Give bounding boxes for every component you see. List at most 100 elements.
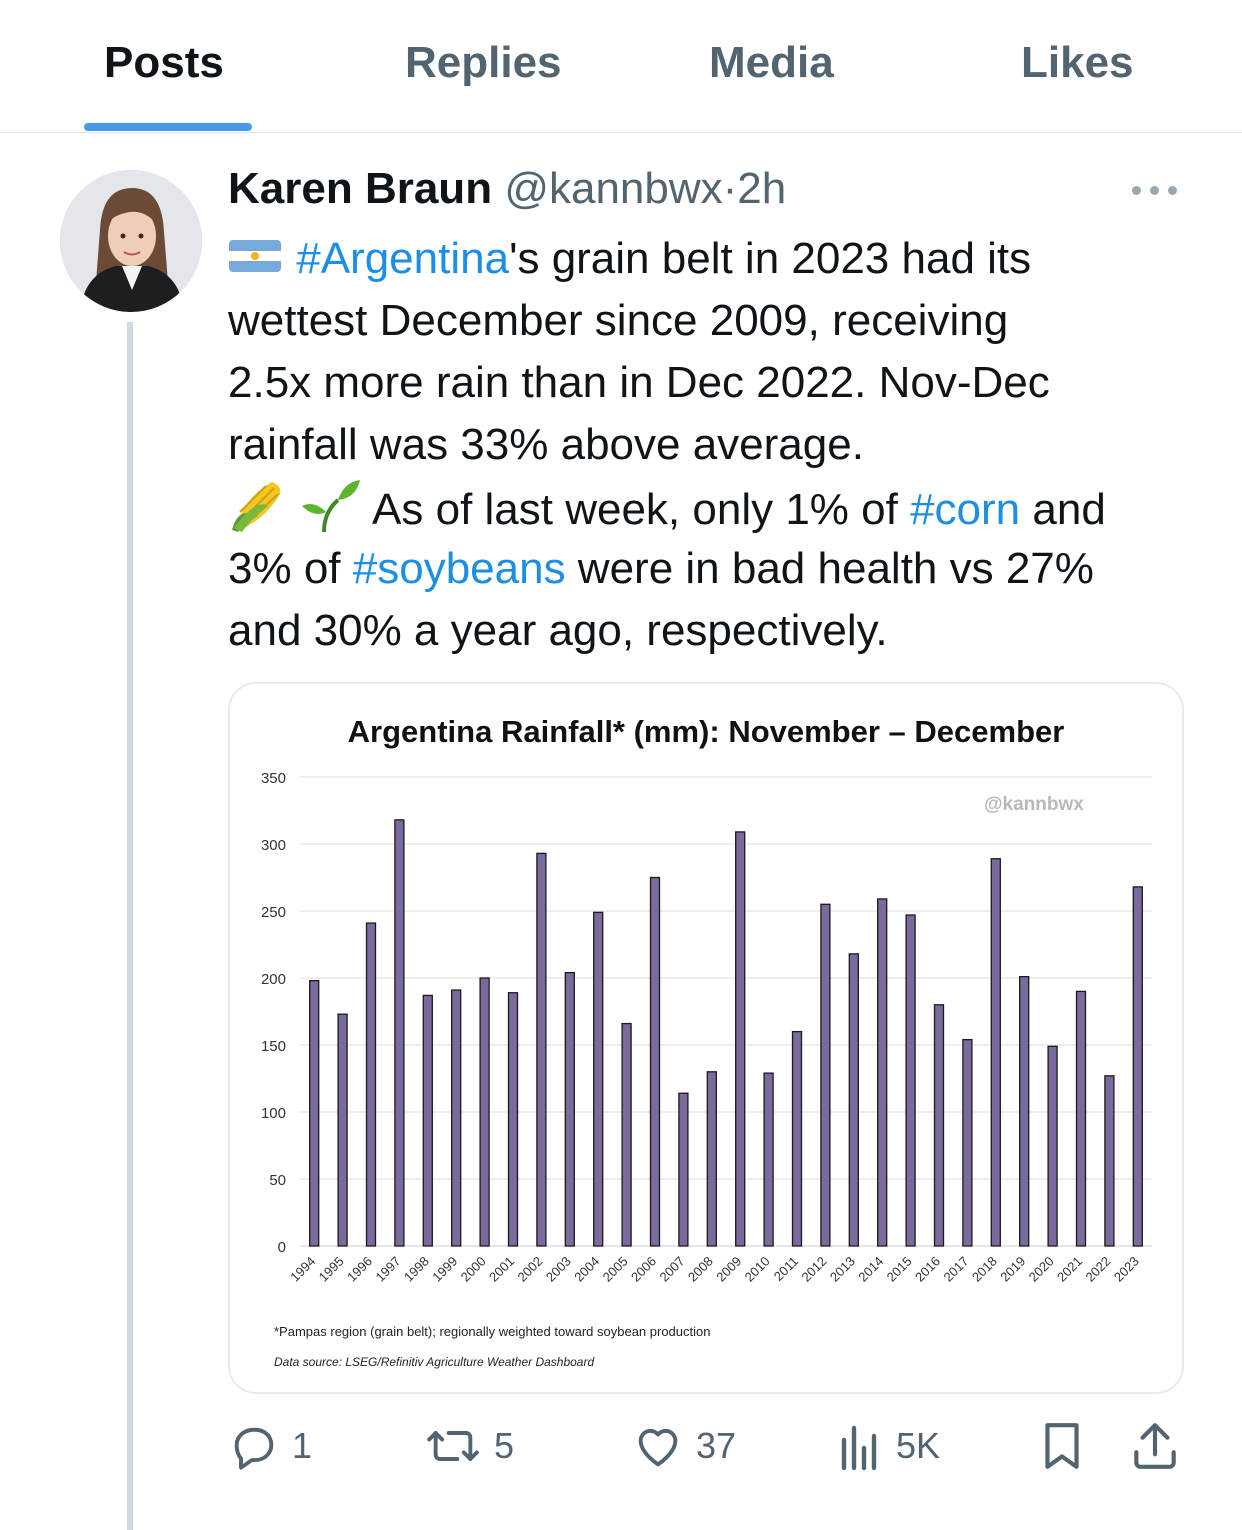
- hashtag-corn[interactable]: #corn: [910, 485, 1021, 535]
- post-header: Karen Braun @kannbwx·2h: [228, 164, 786, 214]
- x-tick-label: 2001: [486, 1254, 517, 1285]
- bar-2016: [933, 1004, 945, 1247]
- x-tick-label: 1996: [344, 1254, 375, 1285]
- bar-1997: [394, 819, 405, 1247]
- text-line-5b: and: [1020, 485, 1106, 535]
- avatar-image: [60, 170, 202, 312]
- bar-2015: [905, 914, 916, 1247]
- x-tick-label: 1998: [401, 1254, 432, 1285]
- like-button[interactable]: 37: [632, 1418, 736, 1474]
- active-tab-indicator: [84, 123, 252, 131]
- bar-2004: [593, 911, 604, 1247]
- y-tick-label: 300: [261, 837, 286, 854]
- text-line-1: 's grain belt in 2023 had its: [509, 234, 1032, 283]
- views-button[interactable]: 5K: [836, 1418, 940, 1474]
- bar-2001: [507, 992, 519, 1247]
- bar-2019: [1019, 976, 1030, 1247]
- tab-media[interactable]: Media: [709, 38, 834, 87]
- bar-2003: [564, 971, 575, 1247]
- avatar[interactable]: [60, 170, 202, 312]
- x-tick-label: 2014: [855, 1254, 886, 1285]
- author-name[interactable]: Karen Braun: [228, 164, 493, 213]
- repost-button[interactable]: 5: [424, 1418, 514, 1474]
- bar-1998: [422, 994, 433, 1247]
- bar-1999: [451, 989, 462, 1247]
- thread-line: [127, 322, 133, 1530]
- reply-icon: [234, 1427, 274, 1470]
- x-tick-label: 2005: [600, 1254, 631, 1285]
- bookmark-icon: [1045, 1423, 1079, 1469]
- x-tick-label: 2020: [1026, 1254, 1057, 1285]
- profile-tabs: Posts Replies Media Likes: [0, 0, 1242, 133]
- chart-watermark: @kannbwx: [984, 794, 1084, 815]
- bar-2013: [848, 953, 859, 1247]
- hashtag-argentina[interactable]: #Argentina: [296, 234, 510, 283]
- x-tick-label: 2018: [969, 1254, 1000, 1285]
- y-tick-label: 100: [261, 1105, 286, 1122]
- bar-2010: [763, 1072, 774, 1247]
- bar-2018: [990, 858, 1001, 1247]
- argentina-flag-icon: [228, 230, 284, 292]
- rainfall-chart: 0501001502002503003501994199519961997199…: [261, 770, 1152, 1285]
- bar-1996: [365, 922, 377, 1247]
- bar-2021: [1075, 990, 1087, 1247]
- x-tick-label: 2003: [543, 1254, 574, 1285]
- bar-2017: [962, 1038, 973, 1247]
- bookmark-button[interactable]: [1038, 1418, 1086, 1474]
- bar-2014: [877, 898, 888, 1247]
- x-tick-label: 2012: [798, 1254, 829, 1285]
- text-line-3: 2.5x more rain than in Dec 2022. Nov-Dec: [228, 358, 1050, 407]
- share-button[interactable]: [1130, 1418, 1180, 1474]
- bar-1995: [337, 1013, 348, 1247]
- seedling-icon: [300, 476, 362, 549]
- views-count: 5K: [896, 1425, 941, 1466]
- more-options-icon[interactable]: [1130, 176, 1180, 206]
- x-tick-label: 2006: [628, 1254, 659, 1285]
- y-tick-label: 250: [261, 904, 286, 921]
- repost-count: 5: [494, 1425, 515, 1466]
- x-tick-label: 2023: [1111, 1254, 1142, 1285]
- bar-2000: [479, 977, 490, 1247]
- text-line-7: and 30% a year ago, respectively.: [228, 606, 888, 655]
- media-card[interactable]: 0 50 100 150 200 250 300 350 1994 1995 1996 1997 199…: [228, 682, 1184, 1394]
- y-tick-label: 200: [261, 971, 286, 988]
- reply-button[interactable]: 1: [228, 1418, 312, 1474]
- bar-2012: [820, 903, 831, 1247]
- tab-posts[interactable]: Posts: [104, 38, 224, 87]
- x-tick-label: 2013: [827, 1254, 858, 1285]
- like-count: 37: [696, 1425, 737, 1466]
- bar-2005: [621, 1022, 632, 1247]
- hashtag-soybeans[interactable]: #soybeans: [352, 544, 566, 593]
- x-tick-label: 2022: [1082, 1254, 1113, 1285]
- chart-datasource: Data source: LSEG/Refinitiv Agriculture …: [274, 1355, 595, 1369]
- post-time[interactable]: 2h: [737, 164, 787, 213]
- text-line-5a: As of last week, only 1% of: [362, 485, 911, 535]
- bar-2011: [791, 1030, 803, 1247]
- y-tick-label: 50: [269, 1172, 286, 1189]
- bar-1994: [309, 980, 320, 1247]
- heart-icon: [638, 1428, 678, 1467]
- x-tick-label: 2002: [514, 1254, 545, 1285]
- y-tick-label: 350: [261, 770, 286, 787]
- x-tick-label: 2008: [685, 1254, 716, 1285]
- text-line-6b: were in bad health vs 27%: [565, 544, 1094, 593]
- y-tick-label: 150: [261, 1038, 286, 1055]
- bar-2002: [536, 852, 547, 1247]
- author-handle[interactable]: @kannbwx: [504, 164, 723, 213]
- chart-footnote: *Pampas region (grain belt); regionally …: [274, 1324, 711, 1339]
- x-tick-label: 2011: [771, 1254, 801, 1284]
- x-tick-label: 2019: [997, 1254, 1028, 1285]
- bar-2023: [1132, 886, 1143, 1247]
- x-tick-label: 1997: [372, 1254, 403, 1285]
- x-tick-label: 2004: [571, 1254, 602, 1285]
- x-tick-label: 1999: [429, 1254, 460, 1285]
- repost-icon: [427, 1431, 479, 1461]
- tab-likes[interactable]: Likes: [1021, 38, 1134, 87]
- x-tick-label: 1994: [287, 1254, 318, 1285]
- reply-count: 1: [292, 1425, 313, 1466]
- bar-2007: [678, 1092, 689, 1247]
- bar-2022: [1104, 1075, 1115, 1247]
- x-tick-label: 2007: [656, 1254, 687, 1285]
- x-tick-label: 2000: [458, 1254, 489, 1285]
- tab-replies[interactable]: Replies: [405, 38, 562, 87]
